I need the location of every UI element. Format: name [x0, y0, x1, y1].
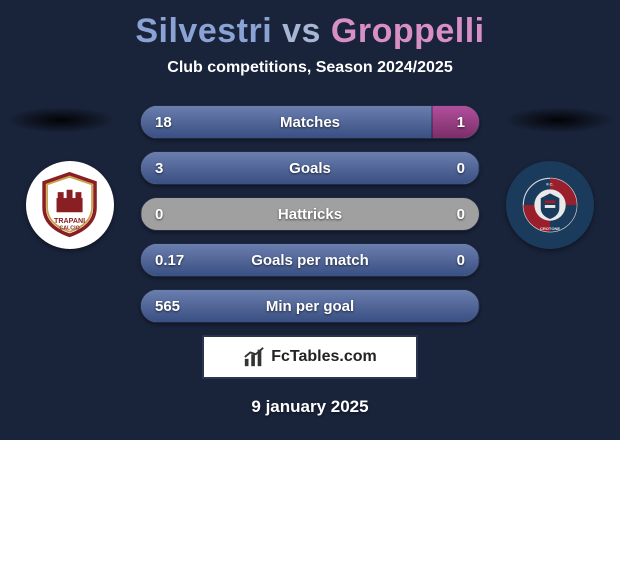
- stat-label: Min per goal: [141, 290, 479, 322]
- brand-badge[interactable]: FcTables.com: [202, 335, 418, 379]
- trapani-crest-icon: TRAPANI CALCIO: [37, 172, 102, 237]
- shadow-ellipse-right: [504, 107, 614, 133]
- stat-label: Goals per match: [141, 244, 479, 276]
- title-player-left: Silvestri: [135, 12, 272, 50]
- brand-text: FcTables.com: [271, 348, 377, 366]
- stat-row: 565Min per goal: [140, 289, 480, 323]
- club-crest-right: F.C. CROTONE: [506, 161, 594, 249]
- content-area: TRAPANI CALCIO F.C. CROTONE 18Matches1 3G…: [0, 105, 620, 323]
- svg-text:F.C.: F.C.: [546, 181, 553, 186]
- stat-label: Hattricks: [141, 198, 479, 230]
- svg-text:CROTONE: CROTONE: [540, 226, 560, 231]
- stat-bars: 18Matches13Goals00Hattricks00.17Goals pe…: [140, 105, 480, 323]
- stat-row: 3Goals0: [140, 151, 480, 185]
- page-title: Silvestri vs Groppelli: [0, 0, 620, 51]
- title-vs: vs: [272, 12, 331, 50]
- stat-row: 0.17Goals per match0: [140, 243, 480, 277]
- svg-text:TRAPANI: TRAPANI: [54, 217, 85, 225]
- snapshot-date: 9 january 2025: [0, 397, 620, 417]
- title-player-right: Groppelli: [331, 12, 485, 50]
- stat-row: 0Hattricks0: [140, 197, 480, 231]
- subtitle: Club competitions, Season 2024/2025: [0, 59, 620, 77]
- stat-row: 18Matches1: [140, 105, 480, 139]
- stat-label: Matches: [141, 106, 479, 138]
- stat-value-right: 1: [457, 106, 465, 138]
- stat-label: Goals: [141, 152, 479, 184]
- comparison-card: Silvestri vs Groppelli Club competitions…: [0, 0, 620, 440]
- crotone-crest-icon: F.C. CROTONE: [521, 176, 579, 234]
- shadow-ellipse-left: [6, 107, 116, 133]
- svg-text:CALCIO: CALCIO: [60, 226, 80, 232]
- club-crest-left: TRAPANI CALCIO: [26, 161, 114, 249]
- bar-chart-icon: [243, 346, 265, 368]
- stat-value-right: 0: [457, 198, 465, 230]
- stat-value-right: 0: [457, 244, 465, 276]
- stat-value-right: 0: [457, 152, 465, 184]
